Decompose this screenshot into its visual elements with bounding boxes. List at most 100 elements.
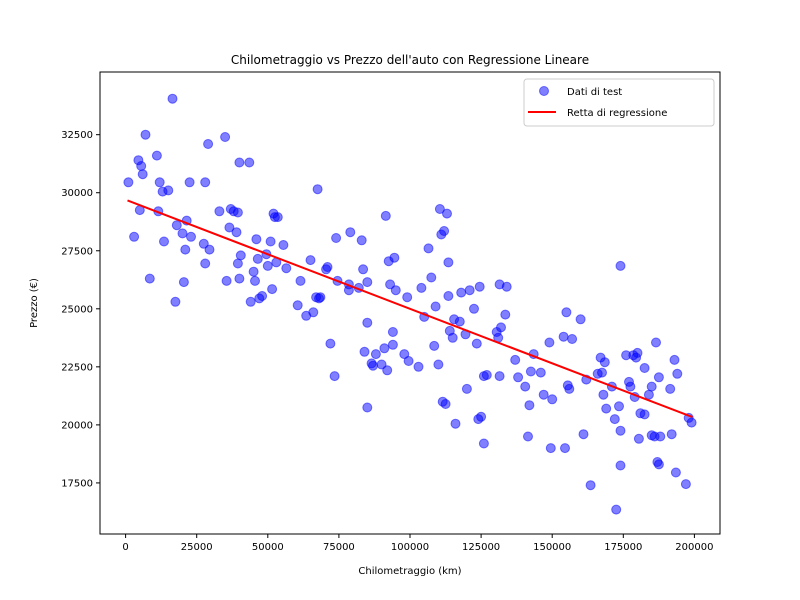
data-point (281, 263, 292, 274)
data-point (609, 414, 620, 425)
data-point (672, 368, 683, 379)
plot-background (100, 72, 720, 534)
legend: Dati di test Retta di regressione (523, 78, 715, 127)
data-point (615, 460, 626, 471)
data-point (220, 132, 231, 142)
data-point (245, 296, 256, 307)
data-point (137, 169, 148, 180)
x-tick-label: 25000 (181, 542, 213, 553)
x-tick-label: 200000 (675, 542, 713, 553)
data-point (597, 367, 607, 378)
data-point (163, 185, 174, 196)
x-tick-label: 175000 (604, 542, 642, 553)
data-point (244, 157, 255, 168)
data-point (450, 418, 461, 429)
data-point (292, 300, 303, 311)
data-point (615, 260, 626, 271)
data-point (501, 281, 512, 292)
x-tick-label: 150000 (533, 542, 571, 553)
data-point (481, 370, 492, 380)
data-point (308, 307, 319, 318)
data-point (295, 275, 306, 286)
data-point (235, 250, 246, 261)
data-point (547, 394, 558, 405)
x-axis: 0 25000 50000 75000 100000 125000 150000 175000… (122, 534, 713, 553)
data-point (358, 264, 369, 275)
data-point (257, 291, 268, 301)
data-point (538, 389, 549, 400)
x-tick-label: 100000 (391, 542, 429, 553)
data-point (680, 479, 691, 490)
data-point (469, 303, 479, 314)
data-point (454, 316, 465, 327)
data-point (500, 309, 511, 320)
y-tick-label: 32500 (61, 130, 93, 141)
data-point (633, 433, 644, 444)
data-point (171, 220, 182, 231)
data-point (575, 314, 586, 325)
data-point (389, 252, 400, 263)
data-point (356, 235, 367, 246)
data-point (686, 417, 697, 428)
legend-label-test-data: Dati di test (567, 87, 622, 98)
data-point (558, 331, 569, 342)
data-point (362, 277, 373, 288)
data-point (564, 383, 575, 394)
data-point (262, 260, 273, 271)
data-point (653, 372, 664, 383)
data-point (402, 292, 413, 303)
data-point (224, 222, 235, 233)
data-point (443, 291, 454, 301)
data-point (144, 273, 155, 284)
data-point (329, 371, 340, 382)
data-points (123, 93, 697, 515)
data-point (513, 372, 524, 383)
data-point (443, 257, 454, 268)
x-tick-label: 0 (122, 542, 128, 553)
data-point (272, 212, 283, 223)
data-point (429, 340, 440, 351)
data-point (221, 275, 232, 286)
data-point (561, 307, 572, 318)
data-point (478, 438, 489, 449)
data-point (315, 292, 326, 303)
data-point (151, 150, 162, 161)
data-point (359, 346, 370, 357)
x-tick-label: 125000 (462, 542, 500, 553)
data-point (447, 332, 458, 343)
y-axis-label: Prezzo (€) (29, 278, 40, 328)
data-point (331, 233, 342, 243)
data-point (639, 409, 650, 420)
data-point (433, 359, 444, 370)
data-point (615, 425, 626, 436)
data-point (267, 284, 278, 295)
data-point (520, 381, 531, 392)
data-point (442, 208, 452, 219)
plot-area (99, 71, 721, 535)
data-point (322, 262, 333, 272)
y-tick-label: 30000 (61, 188, 93, 199)
legend-box (523, 78, 715, 127)
chart-title: Chilometraggio vs Prezzo dell'auto con R… (231, 53, 589, 67)
data-point (204, 244, 215, 255)
data-point (639, 363, 650, 373)
data-point (234, 273, 245, 284)
data-point (382, 365, 393, 376)
data-point (632, 347, 643, 358)
data-point (670, 467, 681, 478)
data-point (625, 381, 636, 392)
data-point (461, 383, 472, 394)
data-point (585, 480, 596, 491)
data-point (234, 157, 245, 168)
data-point (200, 258, 211, 269)
data-point (203, 139, 214, 149)
data-point (140, 129, 151, 140)
data-point (474, 281, 485, 292)
data-point (496, 322, 506, 333)
data-point (380, 210, 391, 221)
data-point (180, 244, 191, 255)
data-point (403, 356, 414, 366)
y-tick-label: 17500 (61, 478, 93, 489)
data-point (251, 234, 262, 245)
